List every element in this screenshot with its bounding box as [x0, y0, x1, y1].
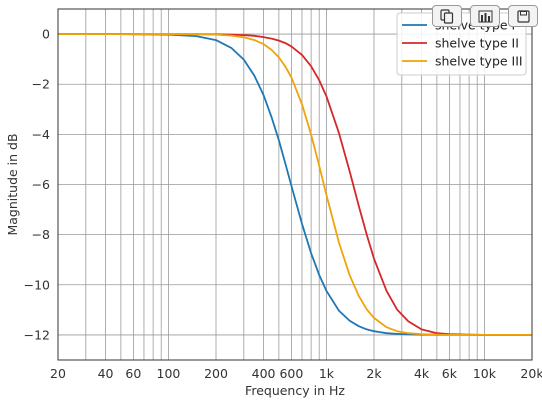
chart-button[interactable]	[470, 5, 500, 27]
x-axis-label: Frequency in Hz	[245, 383, 345, 398]
x-tick-label: 400	[252, 366, 276, 381]
save-button[interactable]	[508, 5, 538, 27]
x-tick-label: 6k	[442, 366, 458, 381]
y-tick-label: −2	[32, 77, 50, 92]
y-tick-label: −10	[24, 277, 50, 292]
x-tick-label: 20	[50, 366, 66, 381]
x-tick-label: 100	[157, 366, 181, 381]
tick-labels: 20 40 60 100 200 400 600 1k 2k 4k 6k 10k 20k 0 −2 −4 −6 −…	[24, 27, 542, 381]
series-line-3	[58, 33, 532, 336]
y-tick-label: −6	[32, 177, 50, 192]
plot-frame	[57, 8, 533, 361]
x-tick-label: 40	[98, 366, 114, 381]
chart-icon	[478, 10, 492, 22]
copy-icon	[440, 8, 454, 24]
y-axis-label: Magnitude in dB	[5, 133, 20, 235]
x-tick-label: 600	[279, 366, 303, 381]
x-tick-label: 60	[125, 366, 141, 381]
y-tick-label: −8	[32, 227, 50, 242]
x-tick-label: 200	[204, 366, 228, 381]
legend-label: shelve type III	[435, 54, 523, 69]
x-tick-label: 10k	[473, 366, 497, 381]
x-tick-label: 2k	[366, 366, 382, 381]
x-tick-label: 20k	[520, 366, 542, 381]
series-lines	[58, 33, 532, 336]
series-line-2	[58, 33, 532, 336]
copy-button[interactable]	[432, 5, 462, 27]
legend-label: shelve type II	[435, 36, 519, 51]
save-icon	[516, 9, 530, 23]
y-tick-label: −4	[32, 127, 50, 142]
y-tick-label: 0	[42, 27, 50, 42]
y-tick-label: −12	[24, 327, 50, 342]
chart-toolbar	[432, 5, 538, 27]
x-tick-label: 1k	[319, 366, 335, 381]
x-tick-label: 4k	[414, 366, 430, 381]
